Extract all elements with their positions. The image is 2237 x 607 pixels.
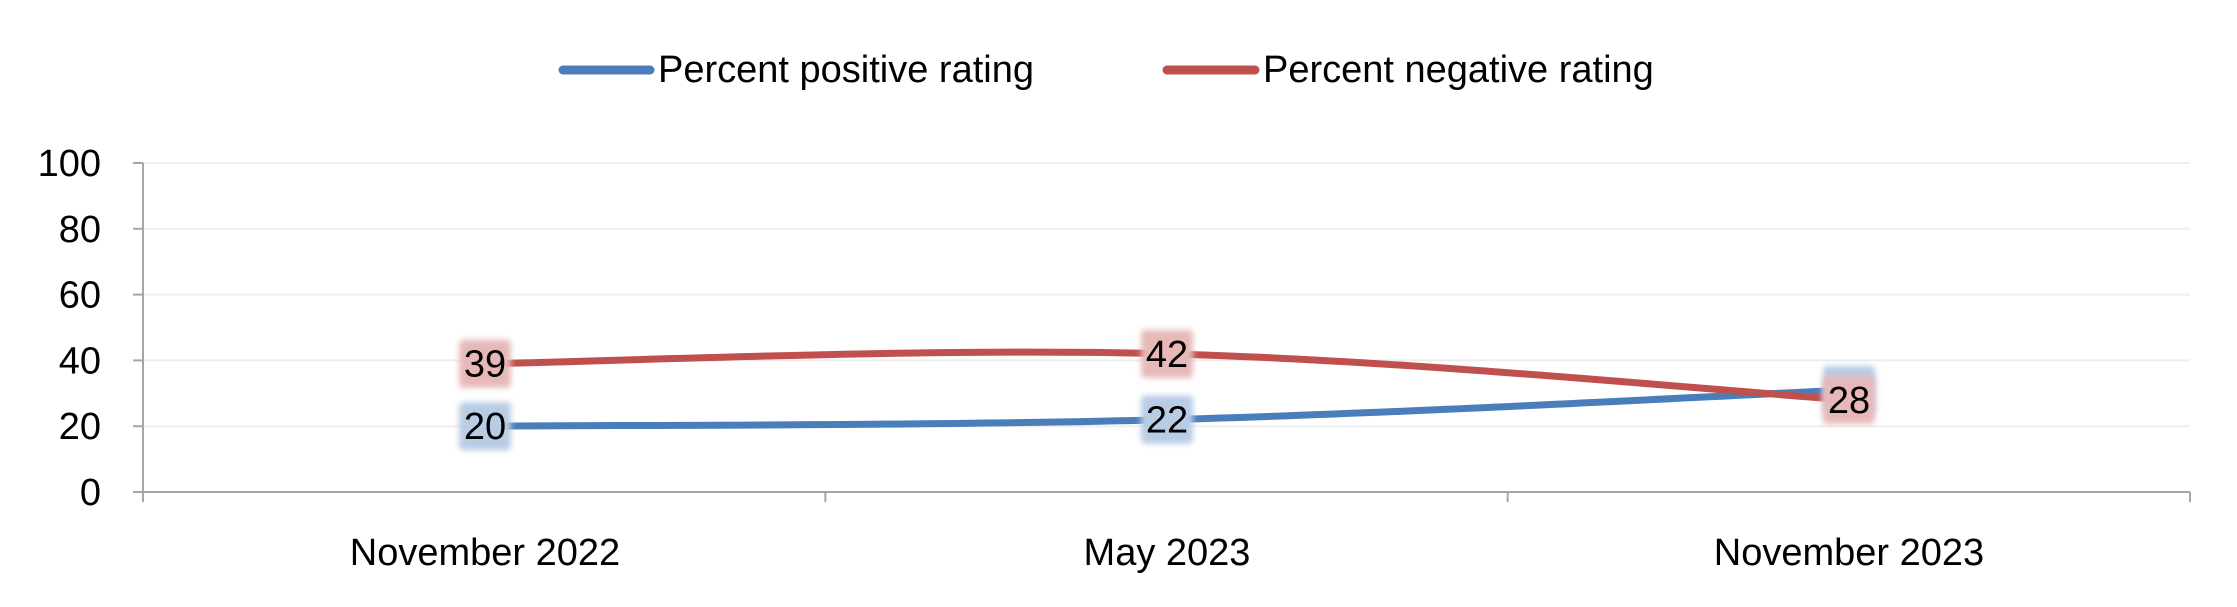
legend-label: Percent negative rating [1263,49,1654,91]
legend-item-percent-negative-rating: Percent negative rating [1162,49,1654,91]
data-label-text: 28 [1828,380,1870,422]
data-label-text: 39 [464,344,506,386]
y-tick-label-0: 0 [80,472,101,514]
legend-item-percent-positive-rating: Percent positive rating [558,49,1034,91]
y-tick-label-100: 100 [38,143,101,185]
data-label-background [459,339,511,388]
data-label-percent-negative-rating-1: 42 [1141,329,1193,378]
x-axis-ticks: November 2022 May 2023 November 2023 [142,492,2191,574]
x-tick-label-november-2022: November 2022 [350,532,620,574]
data-label-percent-negative-rating-2: 28 [1823,375,1875,424]
data-label-percent-negative-rating-0: 39 [459,339,511,388]
data-label-percent-positive-rating-0: 20 [459,402,511,451]
data-label-background [459,402,511,451]
y-tick-label-40: 40 [59,340,101,382]
data-label-background [1141,395,1193,444]
data-label-text: 20 [464,406,506,448]
data-label-background [1823,375,1875,424]
data-label-text: 22 [1146,400,1188,442]
x-tick-label-november-2023: November 2023 [1714,532,1984,574]
data-label-percent-positive-rating-1: 22 [1141,395,1193,444]
y-tick-label-80: 80 [59,209,101,251]
y-tick-label-60: 60 [59,275,101,317]
data-labels: 20 22 39 42 28 [459,329,1875,451]
axes [133,163,2190,493]
data-label-text: 42 [1146,334,1188,376]
data-label-background [1141,329,1193,378]
y-axis-ticks: 0 20 40 60 80 100 [38,143,143,514]
x-tick-label-may-2023: May 2023 [1084,532,1251,574]
gridlines [143,162,2190,428]
y-tick-label-20: 20 [59,406,101,448]
legend: Percent positive rating Percent negative … [558,49,1654,91]
legend-label: Percent positive rating [658,49,1034,91]
